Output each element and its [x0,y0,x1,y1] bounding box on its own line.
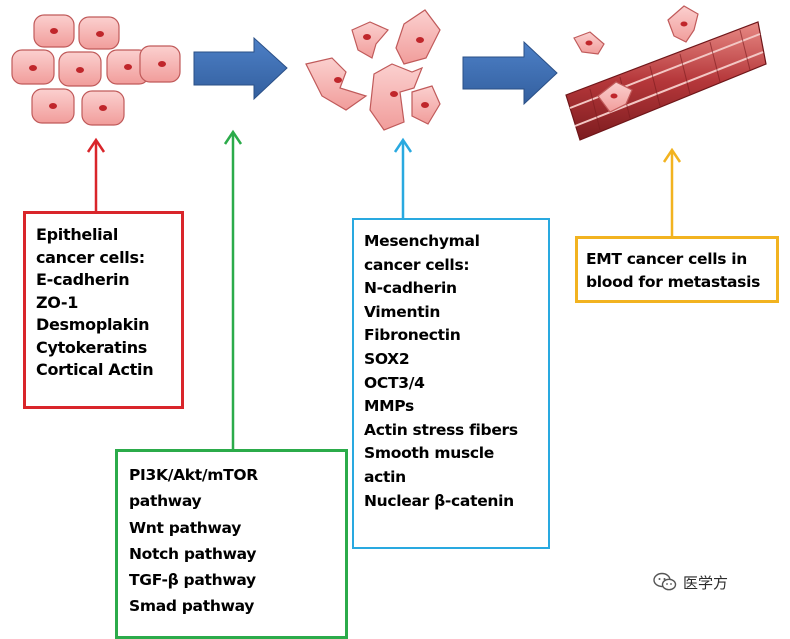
epithelial-line: Cortical Actin [36,360,154,379]
emt-diagram [11,5,767,449]
epithelial-markers-box: Epithelial cancer cells: E-cadherin ZO-1… [23,211,184,409]
pathway-line: pathway [129,492,202,511]
epithelial-line: cancer cells: [36,247,145,267]
emt-line: blood for metastasis [586,273,761,291]
pathway-line: PI3K/Akt/mTOR [129,466,258,484]
epithelial-line: Desmoplakin [36,315,150,334]
circulating-cell-nuclei [585,21,688,99]
mesenchymal-line: Actin stress fibers [364,420,518,439]
yellow-connector-arrow [662,147,682,236]
epithelial-nuclei [29,28,166,111]
mesenchymal-nuclei [334,34,429,108]
pathway-line: Smad pathway [129,597,255,616]
block-arrow-2 [462,40,558,106]
mesenchymal-line: MMPs [364,397,414,416]
mesenchymal-line: Nuclear β-catenin [364,491,514,510]
block-arrow-1 [193,36,288,101]
mesenchymal-line: cancer cells: [364,255,470,274]
epithelial-line: Epithelial [36,225,119,244]
mesenchymal-line: Vimentin [364,302,441,321]
epithelial-line: Cytokeratins [36,337,148,357]
signaling-pathways-box: PI3K/Akt/mTOR pathway Wnt pathway Notch … [115,449,348,639]
mesenchymal-cells [305,9,441,131]
mesenchymal-markers-box: Mesenchymal cancer cells: N-cadherin Vim… [352,218,550,549]
blue-connector-arrow [393,137,413,218]
pathway-line: Notch pathway [129,544,257,563]
mesenchymal-line: SOX2 [364,349,410,368]
mesenchymal-line: OCT3/4 [364,373,425,392]
green-connector-arrow [223,129,243,449]
epithelial-cell-cluster [11,14,181,126]
mesenchymal-line: N-cadherin [364,279,457,298]
emt-line: EMT cancer cells in [586,250,748,268]
pathway-line: TGF-β pathway [129,571,256,590]
watermark-text: 医学方 [683,573,729,592]
epithelial-line: E-cadherin [36,270,130,289]
epithelial-line: ZO-1 [36,292,79,312]
red-connector-arrow [86,137,106,211]
pathway-line: Wnt pathway [129,518,242,537]
mesenchymal-line: Mesenchymal [364,232,480,250]
blood-vessel [565,21,767,141]
wechat-icon [653,572,677,591]
mesenchymal-line: Smooth muscle [364,444,494,463]
mesenchymal-line: Fibronectin [364,326,461,345]
mesenchymal-line: actin [364,467,406,486]
emt-blood-metastasis-box: EMT cancer cells in blood for metastasis [575,236,779,303]
watermark: 医学方 [653,570,728,594]
